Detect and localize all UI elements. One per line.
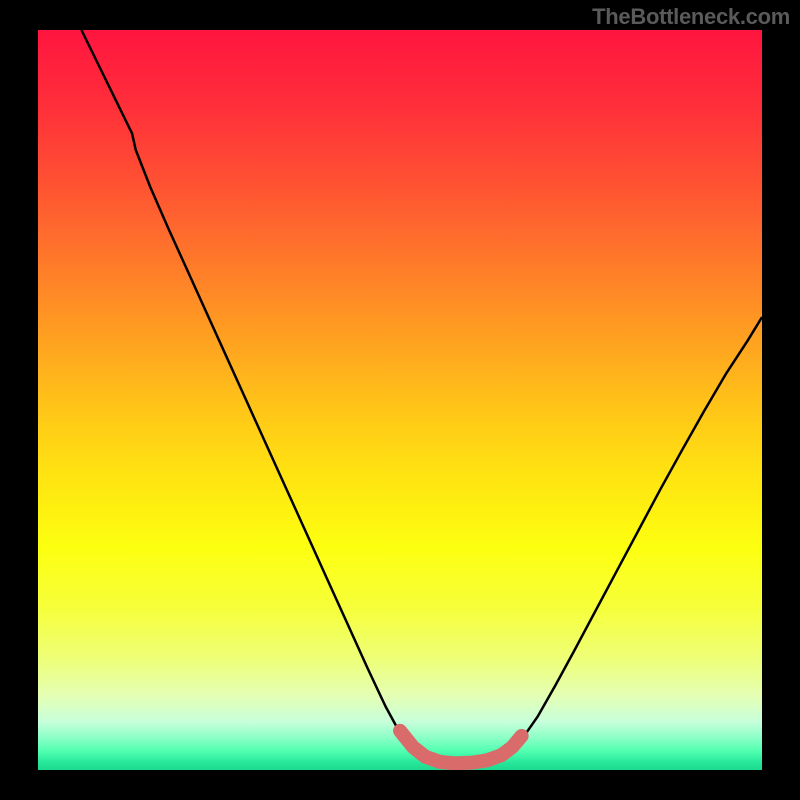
chart-background [38,30,762,770]
chart-frame: TheBottleneck.com [0,0,800,800]
watermark-text: TheBottleneck.com [592,4,790,30]
bottleneck-curve-chart [38,30,762,770]
